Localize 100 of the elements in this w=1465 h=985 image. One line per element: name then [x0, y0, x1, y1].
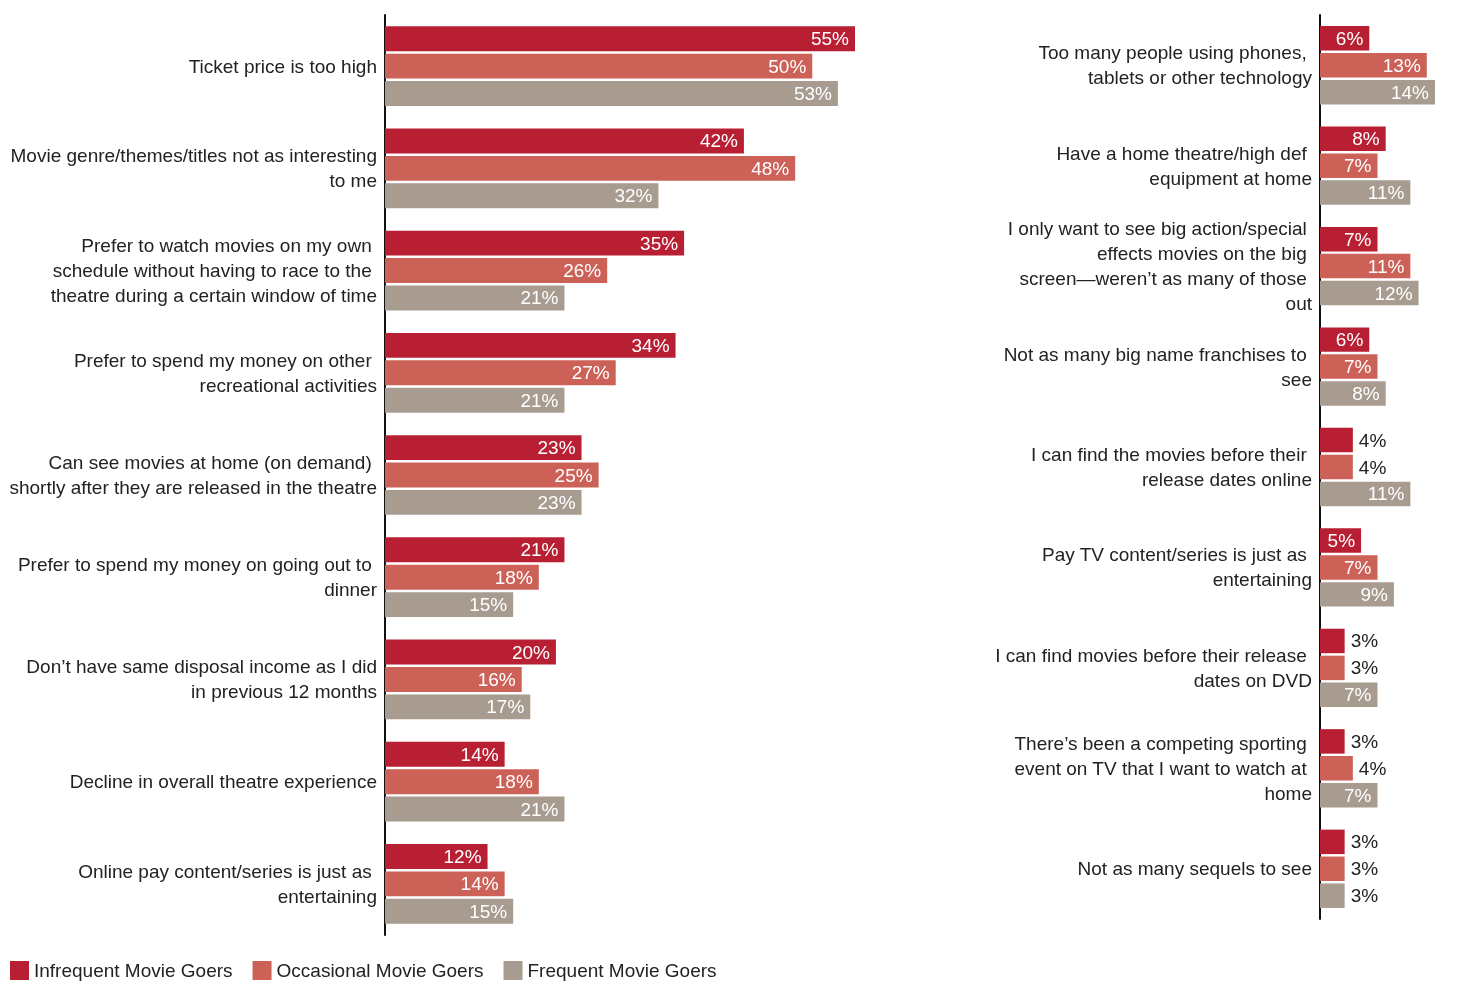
bar	[1320, 756, 1353, 781]
data-label: 11%	[1367, 182, 1405, 204]
bar	[1320, 180, 1411, 205]
y-tick-label: I only want to see big action/special effects movies on the big screen—weren’t as many of those out	[1007, 218, 1313, 315]
data-label: 55%	[810, 28, 850, 50]
bar	[385, 769, 539, 795]
bar	[385, 844, 488, 869]
y-tick-label: Decline in overall theatre experience	[69, 771, 377, 793]
bar	[385, 332, 676, 358]
data-label: 21%	[520, 798, 559, 820]
y-tick-label: Can see movies at home (on demand) shortly after they are released in the theatre	[9, 452, 377, 498]
bar	[1320, 427, 1353, 453]
y-tick-label: Don’t have same disposal income as I did in previous 12 months	[26, 656, 377, 703]
data-label: 34%	[631, 334, 670, 356]
bar	[1320, 883, 1345, 908]
bar	[1320, 454, 1353, 480]
data-label: 7%	[1344, 684, 1372, 706]
data-label: 20%	[511, 641, 551, 663]
y-tick-label: Too many people using phones, tablets or other technology	[1038, 42, 1313, 89]
y-tick-label: There’s been a competing sporting event on TV that I want to watch at home	[1014, 732, 1312, 804]
data-label: 26%	[563, 260, 602, 282]
data-label: 11%	[1367, 255, 1405, 277]
y-tick-label: Movie genre/themes/titles not as interesting to me	[10, 145, 377, 192]
bar	[1320, 829, 1345, 855]
bar	[385, 666, 522, 692]
data-label: 21%	[520, 287, 559, 309]
bar	[385, 639, 556, 665]
y-tick-label: Ticket price is too high	[188, 55, 377, 77]
data-label: 14%	[1390, 81, 1430, 103]
data-label: 53%	[793, 83, 833, 105]
data-label: 14%	[460, 873, 499, 895]
data-label: 23%	[537, 437, 576, 459]
data-label: 21%	[520, 539, 559, 561]
data-label: 6%	[1335, 329, 1364, 351]
bar	[385, 360, 616, 386]
data-label: 3%	[1350, 630, 1379, 652]
y-tick-label: I can find movies before their release dates on DVD	[995, 644, 1312, 691]
data-label: 7%	[1344, 155, 1372, 177]
y-tick-label: Prefer to spend my money on going out to dinner	[17, 554, 378, 601]
data-label: 18%	[494, 566, 533, 588]
data-label: 15%	[469, 900, 508, 922]
y-tick-label: Prefer to spend my money on other recreational activities	[73, 349, 377, 396]
bar	[1320, 783, 1378, 808]
bar	[385, 435, 582, 461]
data-label: 8%	[1352, 382, 1380, 404]
legend-label: Frequent Movie Goers	[527, 960, 717, 981]
data-label: 12%	[443, 845, 482, 867]
bar	[385, 53, 813, 79]
data-label: 35%	[640, 232, 679, 254]
bar	[385, 741, 505, 767]
data-label: 7%	[1344, 784, 1372, 806]
bar	[1320, 628, 1345, 654]
data-label: 17%	[486, 696, 525, 718]
bar	[385, 285, 565, 311]
data-label: 3%	[1350, 730, 1379, 752]
bar	[1320, 153, 1378, 178]
data-label: 12%	[1374, 282, 1413, 304]
bar	[385, 230, 685, 256]
data-label: 9%	[1360, 583, 1389, 605]
bar	[1320, 856, 1345, 882]
y-tick-label: Pay TV content/series is just as entertaining	[1042, 544, 1312, 591]
data-label: 23%	[537, 491, 576, 513]
bar	[385, 155, 796, 181]
bar	[385, 694, 531, 720]
data-label: 3%	[1350, 885, 1379, 907]
data-label: 18%	[494, 771, 533, 793]
y-tick-label: Not as many big name franchises to see	[1003, 343, 1312, 390]
legend-label: Occasional Movie Goers	[276, 960, 484, 981]
data-label: 5%	[1327, 530, 1356, 552]
bar	[385, 26, 855, 52]
data-label: 7%	[1344, 228, 1372, 250]
data-label: 4%	[1358, 757, 1387, 779]
data-label: 11%	[1367, 483, 1405, 505]
bar	[385, 489, 582, 515]
data-label: 7%	[1344, 356, 1372, 378]
data-label: 14%	[460, 743, 499, 765]
bar	[1320, 354, 1378, 379]
data-label: 3%	[1350, 657, 1379, 679]
data-label: 21%	[520, 389, 559, 411]
bar	[385, 537, 565, 563]
data-label: 8%	[1352, 128, 1380, 150]
legend-label: Infrequent Movie Goers	[34, 960, 233, 981]
y-tick-label: Online pay content/series is just as entertaining	[78, 860, 377, 907]
bar	[1320, 655, 1345, 681]
bar	[385, 387, 565, 413]
bar	[1320, 582, 1394, 607]
data-label: 4%	[1358, 456, 1387, 478]
data-label: 3%	[1350, 831, 1379, 853]
data-label: 32%	[614, 185, 653, 207]
data-label: 7%	[1344, 556, 1372, 578]
data-label: 4%	[1358, 429, 1387, 451]
data-label: 15%	[469, 594, 508, 616]
bar	[385, 183, 659, 209]
bar	[1320, 555, 1378, 580]
data-label: 42%	[699, 130, 739, 152]
data-label: 16%	[477, 668, 516, 690]
y-tick-label: Not as many sequels to see	[1077, 858, 1312, 880]
data-label: 48%	[751, 157, 790, 179]
bar	[385, 796, 565, 822]
data-label: 6%	[1335, 27, 1364, 49]
